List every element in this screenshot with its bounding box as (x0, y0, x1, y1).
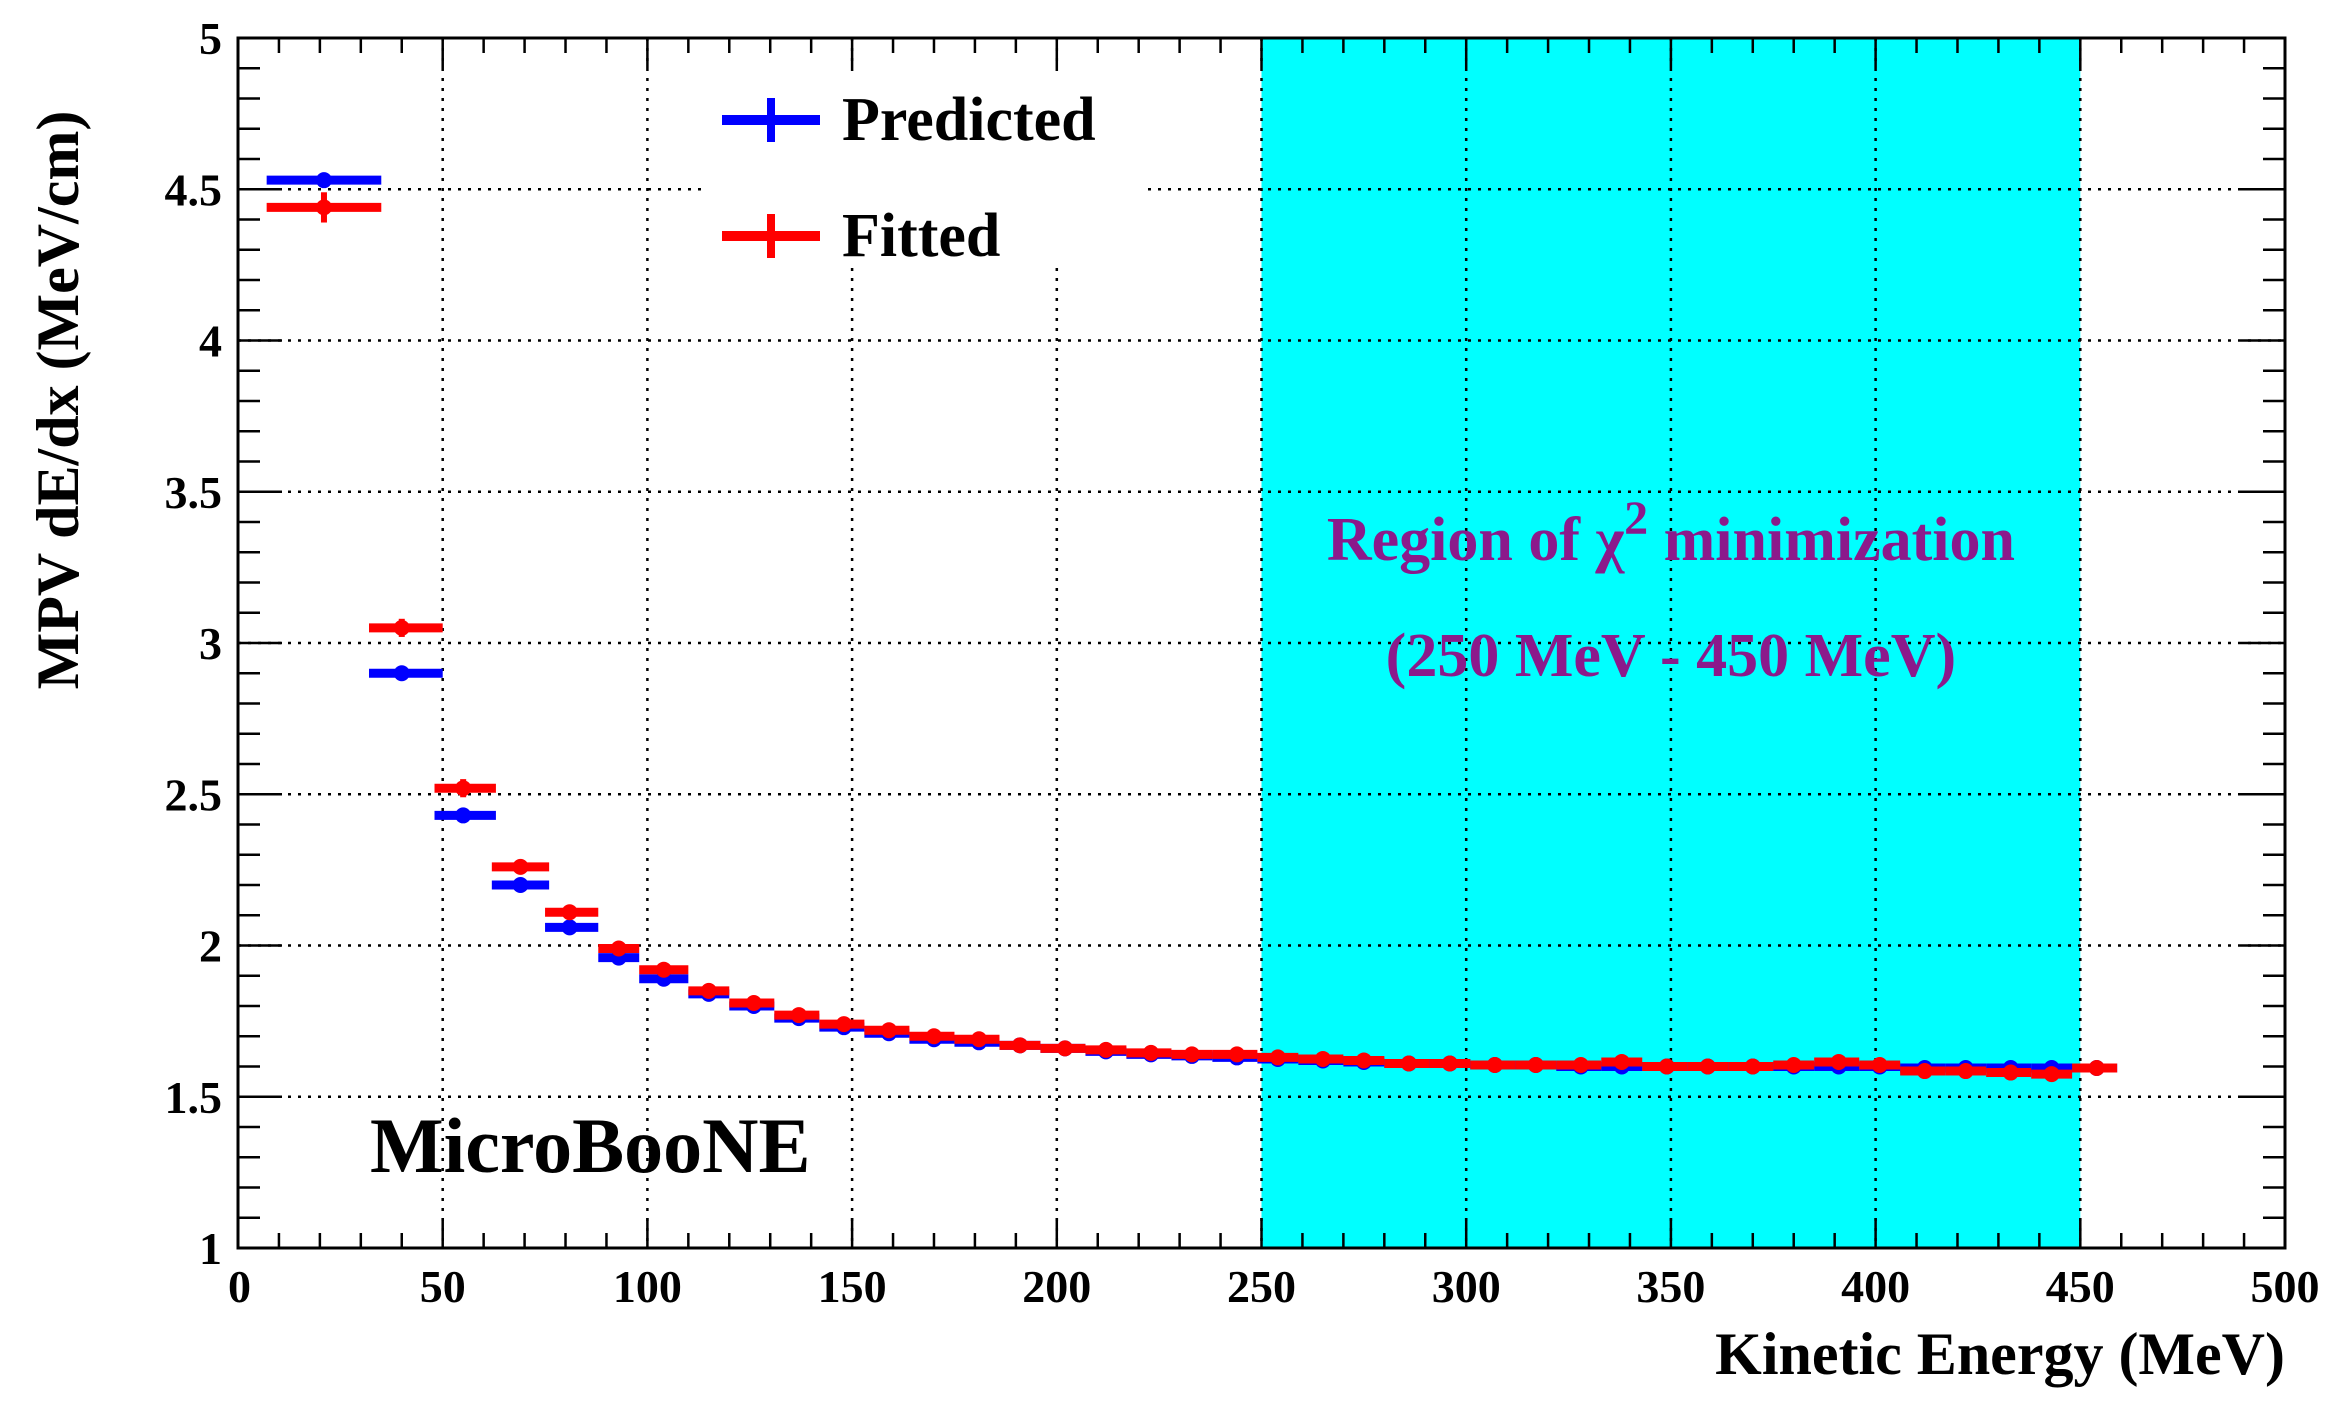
fitted-point (880, 1022, 897, 1039)
y-tick-label: 4 (199, 316, 222, 367)
fitted-point (2043, 1066, 2060, 1083)
x-tick-label: 500 (2251, 1261, 2320, 1312)
fitted-point (1699, 1058, 1716, 1075)
fitted-point (1269, 1049, 1286, 1066)
legend-group: Predicted Fitted (722, 86, 1096, 270)
x-tick-label: 300 (1432, 1261, 1501, 1312)
fitted-point (1228, 1046, 1245, 1063)
predicted-point (512, 877, 529, 893)
legend-label-fitted: Fitted (842, 202, 1000, 270)
fitted-point (455, 780, 472, 797)
fitted-point (561, 904, 578, 921)
fitted-point (1744, 1058, 1761, 1075)
x-tick-label: 250 (1227, 1261, 1296, 1312)
fitted-point (1097, 1041, 1114, 1058)
labels-group: 0 50 100 150 200 250 300 350 400 450 500 1 1.5 2 2.5 3 3… (25, 13, 2320, 1387)
experiment-label: MicroBooNE (370, 1102, 811, 1189)
region-label-line2: (250 MeV - 450 MeV) (1386, 622, 1956, 690)
fitted-point (1486, 1056, 1503, 1073)
predicted-point (561, 919, 578, 936)
fitted-point (925, 1028, 942, 1045)
x-tick-label: 0 (228, 1261, 251, 1312)
fitted-point (1441, 1055, 1458, 1072)
y-tick-label: 4.5 (165, 164, 223, 215)
fitted-point (1830, 1053, 1847, 1070)
x-tick-label: 200 (1022, 1261, 1091, 1312)
predicted-point (393, 665, 410, 682)
fitted-point (790, 1007, 807, 1024)
fitted-point (1400, 1055, 1417, 1072)
fitted-point (2088, 1060, 2105, 1077)
fitted-point (1572, 1056, 1589, 1073)
y-tick-label: 1 (199, 1223, 222, 1274)
plot-frame (236, 36, 2287, 1250)
fitted-point (610, 940, 627, 957)
fitted-point (1916, 1063, 1933, 1080)
y-axis-label: MPV dE/dx (MeV/cm) (25, 111, 91, 690)
fitted-point (1314, 1050, 1331, 1067)
fitted-point (1011, 1037, 1028, 1054)
fitted-point (1613, 1053, 1630, 1070)
fitted-point (1056, 1040, 1073, 1057)
fitted-point (315, 199, 332, 216)
fitted-point (1355, 1052, 1372, 1069)
fitted-point (655, 961, 672, 978)
y-tick-label: 2.5 (165, 769, 223, 820)
x-tick-label: 450 (2046, 1261, 2115, 1312)
fitted-point (1142, 1044, 1159, 1061)
fitted-point (1658, 1058, 1675, 1075)
fitted-point (1957, 1063, 1974, 1080)
region-label-suffix: minimization (1648, 506, 2015, 574)
x-tick-label: 150 (818, 1261, 887, 1312)
y-tick-label: 3 (199, 618, 222, 669)
y-tick-label: 3.5 (165, 467, 223, 518)
legend-label-predicted: Predicted (842, 86, 1096, 154)
fitted-point (1527, 1056, 1544, 1073)
fitted-point (2002, 1064, 2019, 1081)
region-label-superscript: 2 (1624, 492, 1648, 545)
fitted-point (393, 619, 410, 636)
fitted-point (835, 1016, 852, 1033)
fitted-point (1871, 1056, 1888, 1073)
x-tick-label: 350 (1636, 1261, 1705, 1312)
y-tick-label: 1.5 (165, 1072, 223, 1123)
predicted-point (315, 172, 332, 189)
x-axis-label: Kinetic Energy (MeV) (1715, 1321, 2285, 1387)
data-group (266, 172, 2118, 1083)
fitted-point (512, 858, 529, 875)
fitted-point (745, 994, 762, 1011)
region-label-prefix: Region of χ (1327, 506, 1626, 574)
fitted-point (1785, 1056, 1802, 1073)
x-tick-label: 400 (1841, 1261, 1910, 1312)
predicted-point (455, 807, 472, 824)
x-tick-label: 50 (420, 1261, 466, 1312)
fitted-point (700, 982, 717, 999)
y-tick-label: 5 (199, 13, 222, 64)
fitted-point (1183, 1046, 1200, 1063)
y-tick-label: 2 (199, 921, 222, 972)
grid-group (238, 38, 2285, 1248)
x-tick-label: 100 (613, 1261, 682, 1312)
region-label-line1: Region of χ2 minimization (1327, 492, 2015, 574)
fitted-point (971, 1031, 988, 1048)
